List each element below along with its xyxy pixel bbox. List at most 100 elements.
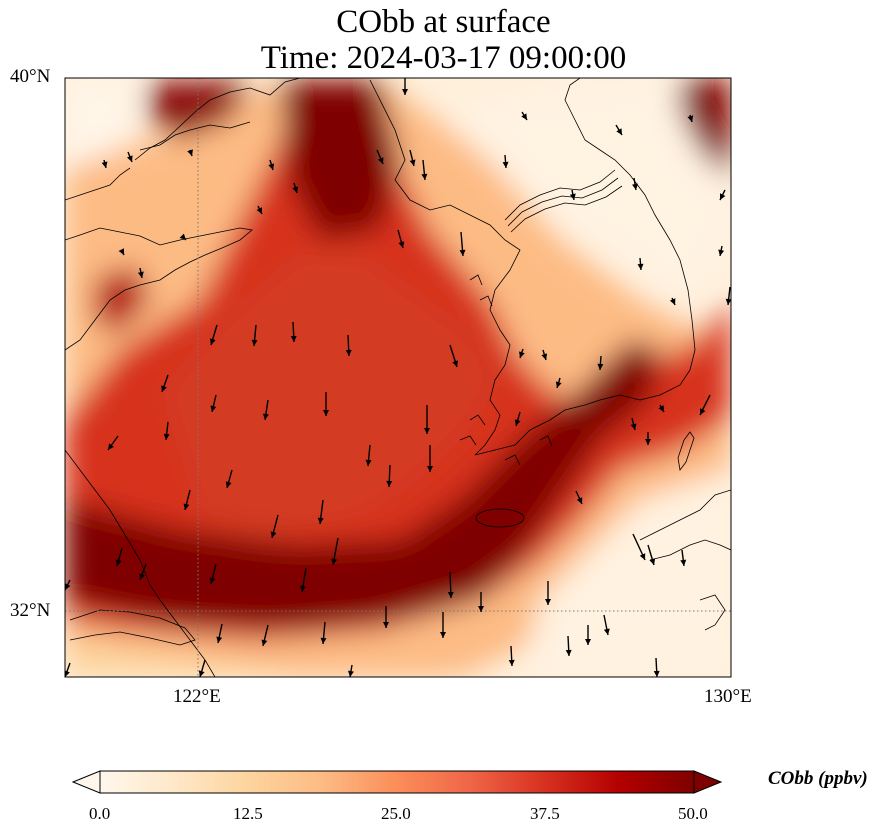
wind-arrow-head (478, 606, 484, 612)
wind-arrow-head (637, 263, 644, 270)
coastline-jeju (475, 508, 525, 528)
coastline-bohai-north (139, 121, 251, 151)
wind-arrow-head (519, 351, 525, 358)
wind-arrow-head (669, 298, 676, 305)
lon-label-122e: 122°E (173, 686, 221, 707)
wind-arrow-head (300, 585, 306, 592)
wind-arrow-head (452, 360, 459, 367)
coastline-shandong (65, 227, 253, 351)
colorbar-tick-12-5: 12.5 (233, 804, 263, 823)
wind-arrow-head (409, 159, 416, 166)
cobb-concentration-field (65, 78, 731, 677)
wind-arrow-head (65, 670, 70, 677)
wind-arrow-head (687, 115, 694, 122)
gridlines (65, 78, 731, 677)
wind-arrow-head (402, 89, 408, 95)
wind-arrow-head (139, 573, 145, 580)
wind-arrow-head (508, 659, 515, 666)
title-line-1: CObb at surface (336, 4, 551, 40)
lon-label-130e: 130°E (704, 686, 752, 707)
coastline-kyushu (639, 489, 731, 631)
wind-arrow-head (331, 558, 338, 565)
wind-arrow-head (183, 503, 190, 510)
coastline-korea-south (474, 369, 691, 456)
wind-arrow-head (187, 149, 193, 156)
wind-arrow-head (209, 338, 216, 345)
colorbar-extend-high (693, 770, 723, 794)
wind-arrow-head (398, 241, 405, 248)
wind-arrow-head (585, 639, 591, 645)
wind-arrow-head (317, 517, 324, 524)
wind-arrow-head (459, 249, 466, 256)
wind-arrow-head (118, 248, 124, 255)
colorbar-tick-0: 0.0 (89, 804, 111, 823)
wind-arrow-head (555, 381, 562, 388)
wind-arrow-head (161, 385, 167, 392)
wind-arrow-head (163, 433, 170, 440)
title-line-2: Time: 2024-03-17 09:00:00 (260, 40, 627, 76)
lat-label-32n: 32°N (10, 600, 51, 621)
wind-arrow-head (386, 480, 393, 487)
wind-arrow-head (115, 559, 122, 566)
coastline-liaodong (134, 78, 301, 161)
wind-arrow-head (365, 459, 372, 466)
colorbar-gradient (99, 770, 695, 794)
lat-label-40n: 40°N (10, 66, 51, 87)
wind-arrow-head (658, 405, 664, 412)
wind-arrow-head (320, 637, 327, 644)
wind-arrow-head (323, 410, 329, 416)
colorbar (71, 770, 723, 794)
wind-arrow-head (541, 353, 548, 360)
wind-arrow-head (421, 173, 428, 180)
wind-arrow-head (630, 423, 637, 430)
wind-arrow-head (198, 670, 205, 677)
wind-arrow-head (270, 531, 277, 538)
wind-arrow-head (251, 339, 258, 346)
wind-arrow-head (725, 298, 731, 305)
wind-arrow-head (718, 249, 725, 256)
wind-arrow-head (210, 405, 217, 412)
wind-arrow-head (377, 157, 384, 164)
wind-arrow-head (565, 649, 572, 656)
wind-arrow-head (261, 639, 268, 646)
wind-arrow-head (645, 439, 651, 445)
map-title: CObb at surface Time: 2024-03-17 09:00:0… (0, 4, 887, 76)
wind-arrow-head (216, 636, 223, 643)
wind-arrow-head (576, 497, 583, 504)
wind-arrow-head (514, 419, 521, 426)
wind-arrow-head (427, 466, 433, 472)
coastline-jiangsu (65, 449, 216, 677)
map-frame (64, 77, 732, 678)
wind-arrow-head (545, 599, 551, 605)
wind-vectors (65, 78, 731, 677)
coastline-tsushima (677, 431, 695, 471)
wind-arrow-head (653, 670, 660, 677)
border-dmz (504, 169, 623, 233)
wind-arrow-head (603, 628, 610, 635)
wind-arrow-head (383, 622, 389, 628)
wind-arrow-head (126, 155, 133, 162)
colorbar-extend-low (71, 770, 101, 794)
wind-arrow-head (680, 559, 687, 566)
wind-arrow-head (632, 183, 638, 190)
wind-arrow-head (292, 186, 299, 193)
coastline-korea-west (369, 79, 521, 456)
wind-arrow-head (179, 233, 186, 240)
wind-arrow-head (521, 113, 527, 120)
wind-arrow-head (649, 558, 656, 565)
coastline-islands-sw (459, 274, 553, 466)
colorbar-tick-25: 25.0 (381, 804, 411, 823)
wind-arrow-head (225, 481, 232, 488)
colorbar-label: CObb (ppbv) (768, 768, 868, 789)
wind-arrow-head (502, 161, 509, 168)
wind-arrow-head (209, 577, 216, 584)
wind-arrow-head (262, 413, 269, 420)
coastline-liaoning-bay (65, 167, 131, 201)
wind-arrow-head (65, 583, 71, 590)
wind-arrow-head (424, 428, 430, 434)
wind-arrow-head (569, 193, 576, 200)
wind-arrow-head (256, 207, 262, 214)
wind-arrow-head (616, 128, 622, 135)
colorbar-tick-37-5: 37.5 (530, 804, 560, 823)
